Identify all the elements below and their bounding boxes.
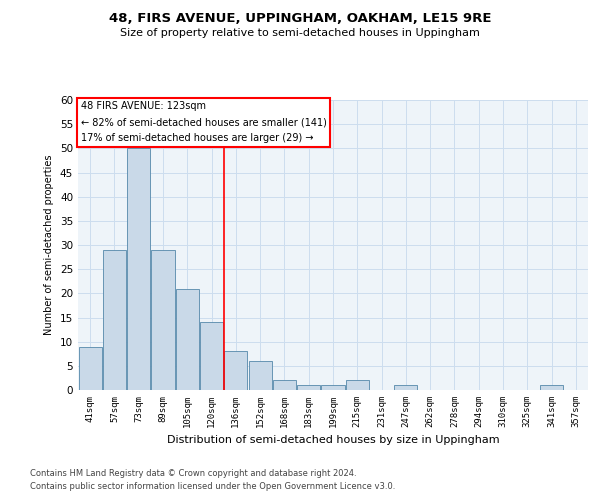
Bar	[176, 288, 199, 390]
Y-axis label: Number of semi-detached properties: Number of semi-detached properties	[44, 155, 55, 336]
Text: Contains HM Land Registry data © Crown copyright and database right 2024.: Contains HM Land Registry data © Crown c…	[30, 468, 356, 477]
Text: Contains public sector information licensed under the Open Government Licence v3: Contains public sector information licen…	[30, 482, 395, 491]
Bar	[127, 148, 150, 390]
Text: Size of property relative to semi-detached houses in Uppingham: Size of property relative to semi-detach…	[120, 28, 480, 38]
Bar	[103, 250, 126, 390]
Bar	[394, 385, 418, 390]
Bar	[248, 361, 272, 390]
Text: 48, FIRS AVENUE, UPPINGHAM, OAKHAM, LE15 9RE: 48, FIRS AVENUE, UPPINGHAM, OAKHAM, LE15…	[109, 12, 491, 26]
Bar	[346, 380, 369, 390]
Bar	[151, 250, 175, 390]
Bar	[297, 385, 320, 390]
Bar	[200, 322, 223, 390]
Bar	[224, 352, 247, 390]
Bar	[79, 346, 101, 390]
Bar	[540, 385, 563, 390]
Text: 48 FIRS AVENUE: 123sqm
← 82% of semi-detached houses are smaller (141)
17% of se: 48 FIRS AVENUE: 123sqm ← 82% of semi-det…	[80, 102, 326, 142]
Bar	[322, 385, 344, 390]
Bar	[273, 380, 296, 390]
X-axis label: Distribution of semi-detached houses by size in Uppingham: Distribution of semi-detached houses by …	[167, 436, 499, 446]
